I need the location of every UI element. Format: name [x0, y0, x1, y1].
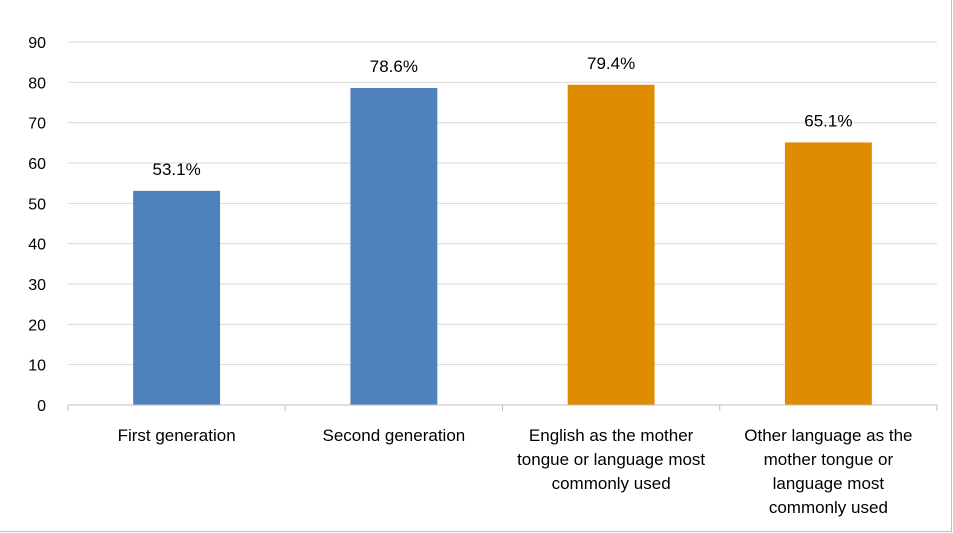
y-tick-label: 70: [28, 116, 46, 133]
y-axis: 0 10 20 30 40 50 60 70 80 90: [28, 35, 46, 415]
bar: [784, 142, 872, 405]
category-label: English as the mother tongue or language …: [517, 426, 705, 493]
y-tick-label: 90: [28, 35, 46, 52]
data-label: 53.1%: [153, 160, 201, 179]
y-tick-label: 20: [28, 317, 46, 334]
category-label: Second generation: [323, 426, 466, 445]
y-tick-label: 30: [28, 277, 46, 294]
y-tick-label: 10: [28, 358, 46, 375]
bar: [350, 87, 438, 405]
y-tick-label: 60: [28, 156, 46, 173]
bars: [133, 84, 872, 406]
bar: [133, 190, 221, 405]
x-axis: First generation Second generation English…: [67, 404, 938, 517]
bar: [567, 84, 655, 406]
y-tick-label: 80: [28, 75, 46, 92]
y-tick-label: 40: [28, 237, 46, 254]
y-tick-label: 50: [28, 196, 46, 213]
data-label: 65.1%: [804, 111, 852, 130]
data-label: 79.4%: [587, 54, 635, 73]
data-label: 78.6%: [370, 57, 418, 76]
data-labels: 53.1% 78.6% 79.4% 65.1%: [153, 54, 853, 179]
category-label: Other language as the mother tongue or lan…: [744, 426, 912, 517]
y-tick-label: 0: [37, 398, 46, 415]
category-label: First generation: [118, 426, 236, 445]
